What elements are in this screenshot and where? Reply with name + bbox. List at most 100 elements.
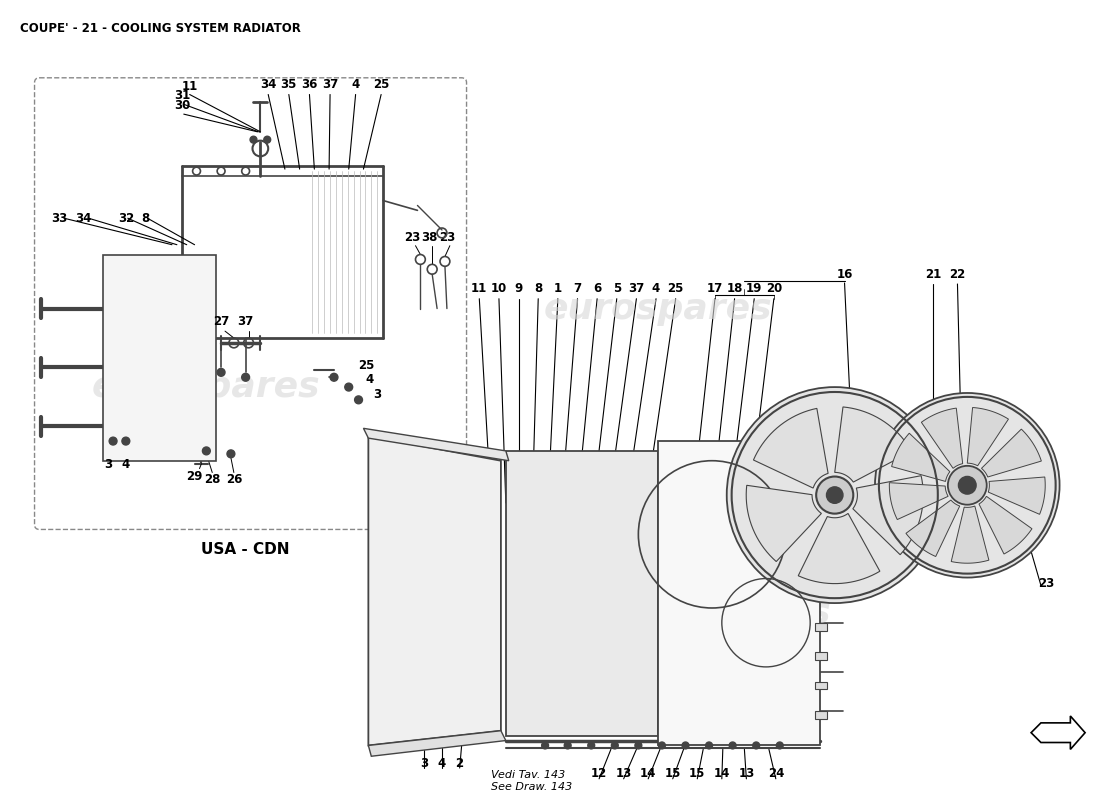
Circle shape [729, 742, 736, 749]
Circle shape [874, 393, 1059, 578]
Text: 23: 23 [1037, 577, 1054, 590]
Bar [815, 564, 827, 572]
Text: 8: 8 [535, 282, 542, 294]
Bar [815, 652, 827, 660]
Text: 11: 11 [471, 282, 487, 294]
Bar [658, 441, 820, 746]
Text: 10: 10 [491, 282, 507, 294]
Circle shape [122, 437, 130, 445]
Text: 2: 2 [455, 757, 464, 770]
Circle shape [826, 487, 843, 503]
Text: 25: 25 [359, 359, 375, 372]
Polygon shape [799, 514, 880, 583]
Text: COUPE' - 21 - COOLING SYSTEM RADIATOR: COUPE' - 21 - COOLING SYSTEM RADIATOR [20, 22, 300, 35]
Text: 29: 29 [186, 470, 202, 482]
Text: 31: 31 [174, 90, 190, 102]
Text: 35: 35 [280, 78, 297, 90]
Circle shape [354, 396, 363, 404]
Text: 24: 24 [768, 767, 784, 780]
Circle shape [659, 742, 666, 749]
Text: 3: 3 [420, 757, 428, 770]
Text: 37: 37 [628, 282, 645, 294]
Polygon shape [852, 476, 923, 554]
Text: 7: 7 [573, 282, 582, 294]
Circle shape [109, 437, 117, 445]
Circle shape [682, 742, 689, 749]
Text: 3: 3 [373, 389, 382, 402]
Polygon shape [988, 477, 1045, 514]
Polygon shape [967, 407, 1009, 466]
Circle shape [242, 374, 250, 381]
Text: 19: 19 [746, 282, 762, 294]
Circle shape [250, 136, 257, 143]
Text: 13: 13 [738, 767, 755, 780]
Polygon shape [754, 408, 828, 488]
Text: 34: 34 [260, 78, 276, 90]
Text: 16: 16 [836, 268, 852, 281]
Text: 11: 11 [182, 79, 198, 93]
Polygon shape [922, 408, 962, 468]
Circle shape [635, 742, 641, 749]
Text: 1: 1 [553, 282, 562, 294]
Text: 20: 20 [766, 282, 782, 294]
Text: 12: 12 [591, 767, 607, 780]
Polygon shape [952, 506, 989, 563]
Polygon shape [363, 428, 509, 461]
Text: 4: 4 [365, 373, 374, 386]
Bar [815, 622, 827, 630]
Bar [815, 534, 827, 542]
Bar [815, 711, 827, 719]
Text: 37: 37 [322, 78, 338, 90]
Circle shape [227, 450, 234, 458]
Circle shape [217, 369, 226, 376]
Text: 30: 30 [174, 99, 190, 112]
Text: USA - CDN: USA - CDN [201, 542, 290, 558]
Text: 23: 23 [405, 230, 420, 244]
Text: 6: 6 [593, 282, 602, 294]
Polygon shape [746, 486, 822, 562]
Circle shape [727, 387, 943, 603]
Text: 13: 13 [616, 767, 631, 780]
Bar [506, 451, 658, 736]
Text: 32: 32 [118, 212, 134, 225]
Circle shape [777, 742, 783, 749]
Text: 3: 3 [104, 458, 112, 470]
Text: 4: 4 [652, 282, 660, 294]
Text: 17: 17 [707, 282, 723, 294]
Polygon shape [368, 730, 506, 756]
Circle shape [264, 136, 271, 143]
Circle shape [948, 466, 987, 505]
Text: 14: 14 [640, 767, 657, 780]
Text: 21: 21 [925, 268, 940, 281]
Text: 14: 14 [714, 767, 730, 780]
Polygon shape [368, 436, 500, 746]
Polygon shape [889, 482, 948, 519]
Polygon shape [892, 434, 950, 482]
Text: 4: 4 [122, 458, 130, 470]
Circle shape [330, 374, 338, 381]
Circle shape [202, 447, 210, 455]
Polygon shape [979, 496, 1032, 554]
Text: 15: 15 [689, 767, 705, 780]
Text: 25: 25 [373, 78, 389, 90]
Text: 33: 33 [51, 212, 67, 225]
Circle shape [587, 742, 595, 749]
Text: eurospares: eurospares [603, 596, 832, 630]
Bar [103, 254, 217, 461]
Polygon shape [835, 407, 912, 482]
Text: eurospares: eurospares [543, 291, 772, 326]
Polygon shape [981, 429, 1042, 477]
Circle shape [541, 742, 549, 749]
Text: 8: 8 [142, 212, 150, 225]
Circle shape [344, 383, 353, 391]
Bar [913, 422, 1021, 549]
Text: 18: 18 [726, 282, 742, 294]
Text: 25: 25 [668, 282, 684, 294]
Circle shape [612, 742, 618, 749]
Polygon shape [906, 500, 959, 557]
Circle shape [705, 742, 713, 749]
Text: eurospares: eurospares [92, 370, 321, 404]
Text: 5: 5 [613, 282, 620, 294]
Text: Vedi Tav. 143
See Draw. 143: Vedi Tav. 143 See Draw. 143 [491, 770, 572, 791]
Text: 22: 22 [949, 268, 966, 281]
